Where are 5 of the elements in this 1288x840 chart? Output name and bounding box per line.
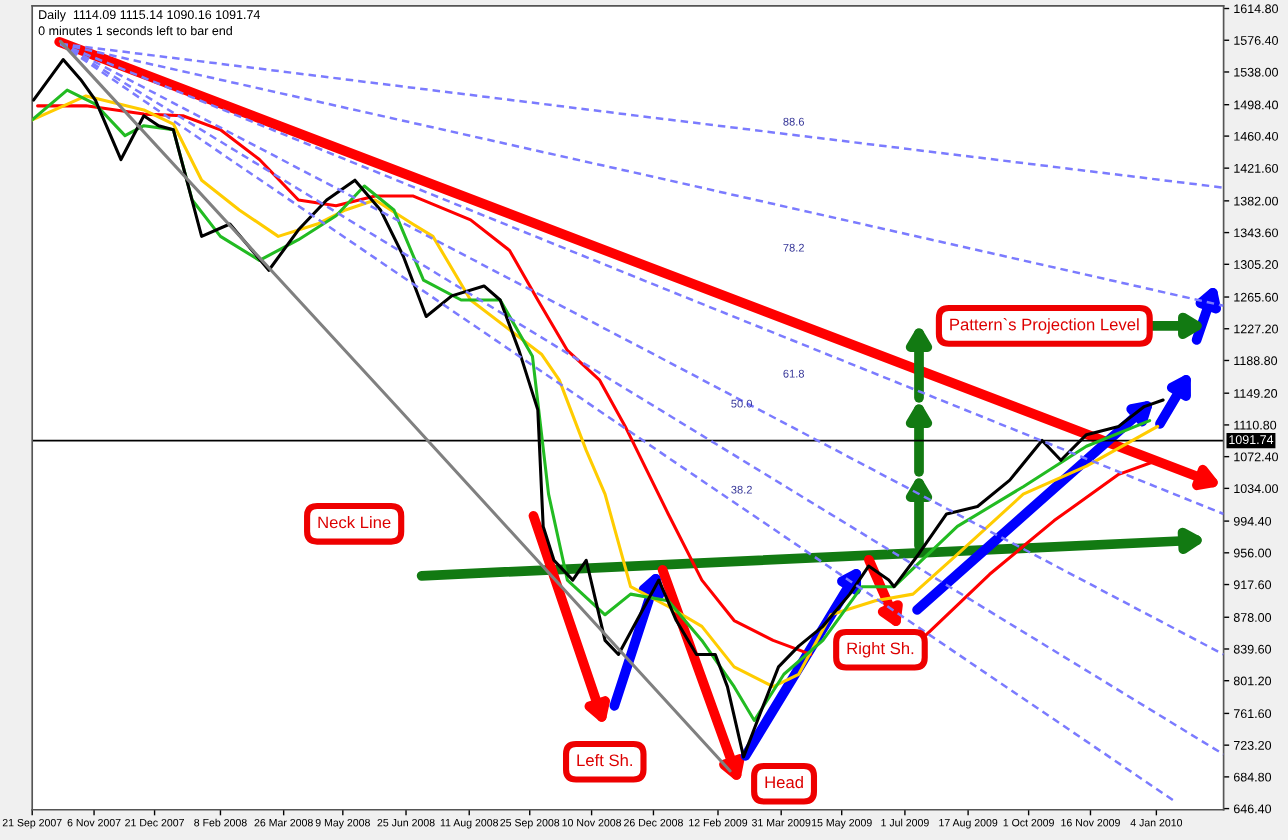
annotation: Right Sh. [847,642,914,658]
annotation: Pattern`s Projection Level [950,317,1139,334]
annotation: Head [765,776,803,789]
annotation: Left Sh. [577,754,632,767]
annotation: Neck Line [318,516,391,529]
